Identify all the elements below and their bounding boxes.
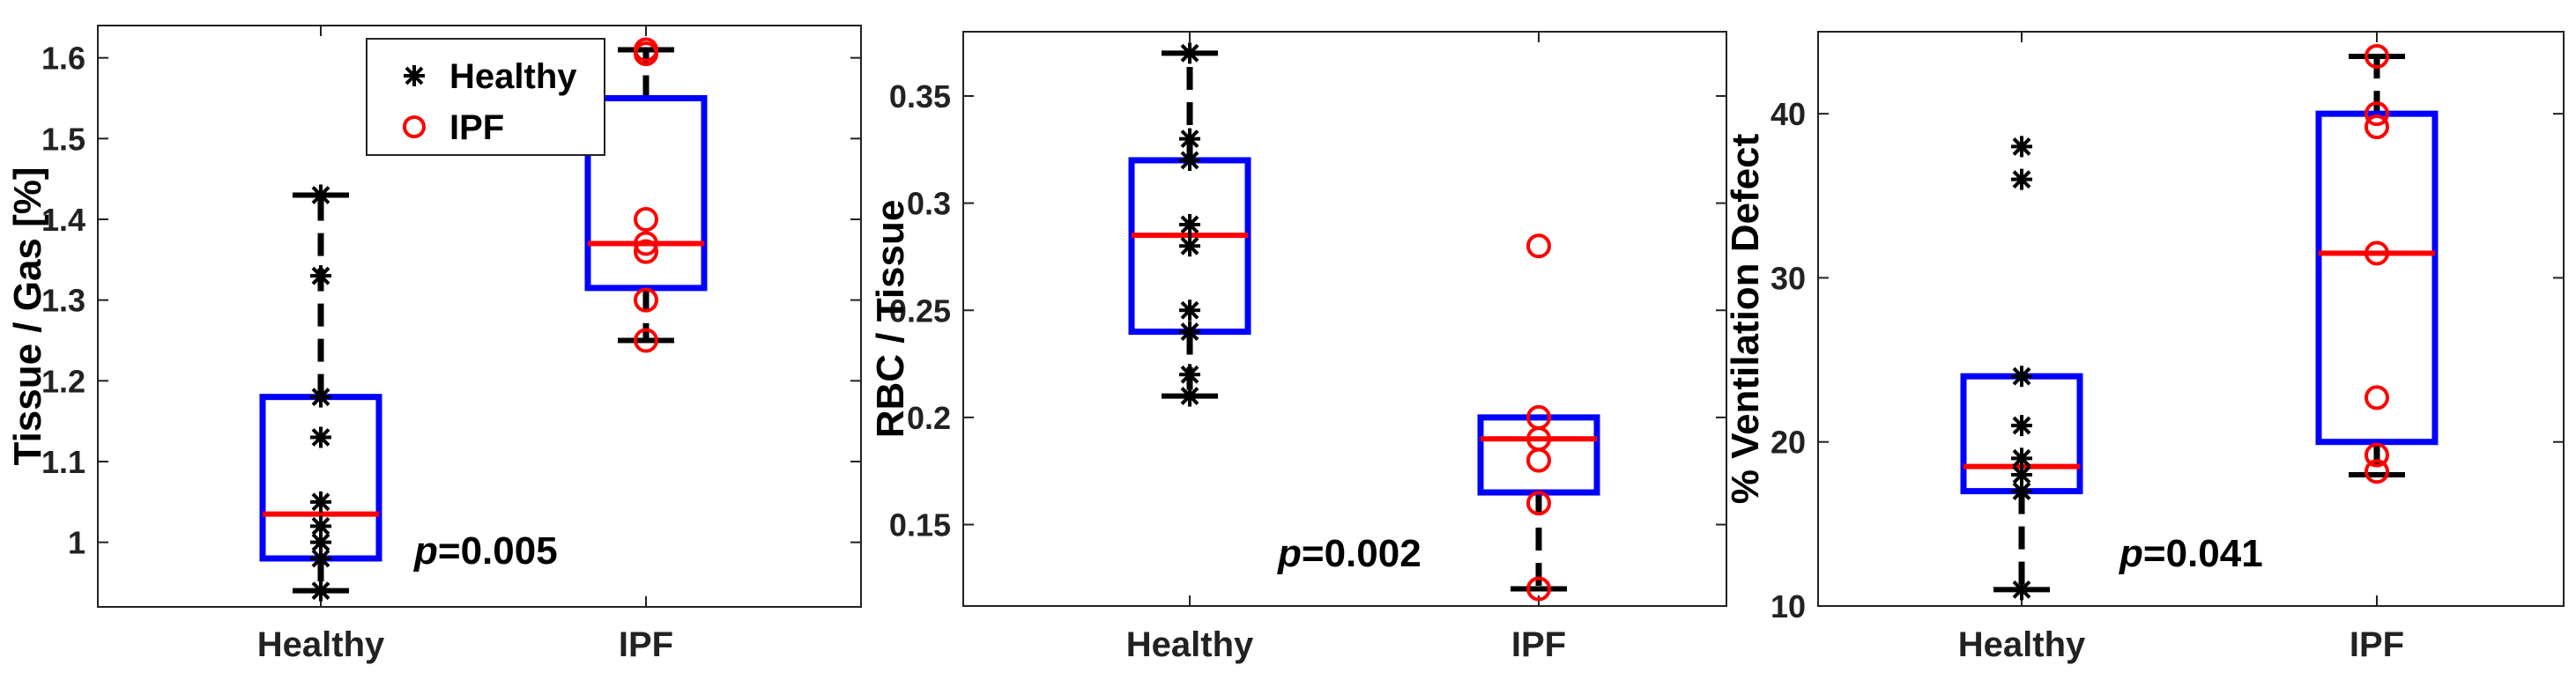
p-value-annotation: p=0.002 bbox=[1277, 532, 1422, 575]
healthy-point bbox=[310, 426, 331, 448]
ipf-point bbox=[634, 239, 658, 264]
ipf-point bbox=[2364, 43, 2389, 69]
healthy-point bbox=[1179, 321, 1200, 343]
healthy-point bbox=[2011, 168, 2032, 190]
healthy-point bbox=[1179, 385, 1200, 407]
box-iqr bbox=[2315, 110, 2439, 446]
plot-marks: 1 1.1 1.2 1.3 1.4 1.5 1.6 bbox=[41, 26, 861, 607]
y-tick-label: 30 bbox=[1771, 260, 1806, 296]
ipf-point bbox=[2364, 240, 2389, 266]
y-tick-label: 1.1 bbox=[41, 444, 85, 480]
ipf-point bbox=[2364, 442, 2389, 468]
y-tick-label: 20 bbox=[1771, 425, 1806, 461]
healthy-point bbox=[310, 580, 331, 602]
p-value-text: =0.041 bbox=[2143, 532, 2263, 575]
ipf-point bbox=[634, 328, 658, 353]
plot-marks: 10 20 30 40 bbox=[1771, 32, 2564, 625]
ipf-point bbox=[1526, 576, 1551, 602]
ipf-point bbox=[634, 207, 658, 232]
y-axis-label: Tissue / Gas [%] bbox=[6, 166, 49, 465]
p-value-text: =0.002 bbox=[1302, 532, 1422, 575]
plot-frame bbox=[1817, 31, 2565, 607]
ipf-point bbox=[2364, 101, 2389, 127]
x-tick-label-ipf: IPF bbox=[2350, 625, 2404, 664]
healthy-point bbox=[1179, 128, 1200, 150]
healthy-point bbox=[310, 265, 331, 287]
y-axis-label: RBC / Tissue bbox=[869, 200, 912, 439]
p-value-annotation: p=0.041 bbox=[2119, 532, 2263, 575]
p-symbol: p bbox=[413, 529, 438, 573]
y-tick-label: 0.25 bbox=[889, 292, 951, 329]
y-tick-label: 1 bbox=[68, 525, 85, 561]
y-tick-label: 0.3 bbox=[907, 186, 951, 222]
y-tick-label: 1.6 bbox=[41, 41, 85, 77]
y-tick-label: 1.5 bbox=[41, 121, 85, 157]
y-axis-label: % Ventilation Defect bbox=[1724, 133, 1767, 504]
ipf-point bbox=[634, 41, 658, 67]
y-tick-label: 1.3 bbox=[41, 283, 85, 319]
healthy-point bbox=[2011, 480, 2032, 502]
healthy-point bbox=[2011, 579, 2032, 601]
healthy-point bbox=[2011, 447, 2032, 469]
healthy-point bbox=[2011, 136, 2032, 158]
healthy-point bbox=[1179, 235, 1200, 257]
healthy-point bbox=[310, 548, 331, 569]
ipf-point bbox=[634, 231, 658, 256]
legend-marker-ipf bbox=[403, 115, 426, 138]
healthy-point bbox=[2011, 415, 2032, 437]
y-tick-label: 1.2 bbox=[41, 363, 85, 399]
p-symbol: p bbox=[1277, 532, 1302, 575]
healthy-point bbox=[1179, 213, 1200, 235]
ipf-point bbox=[634, 287, 658, 313]
panel-rbc-tissue: 0.150.20.250.30.35 RBC / Tissue Healthy … bbox=[869, 31, 1727, 664]
y-tick-label: 0.15 bbox=[889, 507, 951, 543]
plot-frame bbox=[962, 31, 1727, 607]
healthy-point bbox=[1179, 364, 1200, 386]
y-tick-label: 0.35 bbox=[889, 78, 951, 115]
legend-box bbox=[366, 38, 605, 156]
x-tick-label-healthy: Healthy bbox=[1126, 625, 1254, 664]
ipf-point bbox=[2364, 115, 2389, 140]
healthy-point bbox=[310, 184, 331, 206]
plot-marks: 0.15 0.2 0.25 0.3 0.35 bbox=[889, 32, 1726, 606]
y-tick-label: 0.2 bbox=[907, 400, 951, 436]
healthy-point bbox=[310, 491, 331, 513]
y-tick-label: 40 bbox=[1771, 96, 1806, 132]
p-value-text: =0.005 bbox=[438, 529, 558, 573]
p-symbol: p bbox=[2119, 532, 2143, 575]
ipf-point bbox=[1526, 447, 1551, 473]
healthy-point bbox=[2011, 463, 2032, 485]
legend-marker-healthy bbox=[404, 65, 425, 86]
legend: Healthy IPF bbox=[366, 38, 605, 156]
x-tick-label-ipf: IPF bbox=[1511, 625, 1566, 664]
ipf-point bbox=[2364, 459, 2389, 484]
p-value-annotation: p=0.005 bbox=[413, 529, 558, 573]
healthy-point bbox=[1179, 42, 1200, 64]
healthy-point bbox=[2011, 366, 2032, 388]
healthy-point bbox=[1179, 149, 1200, 171]
legend-label-healthy: Healthy bbox=[449, 57, 577, 96]
ipf-point bbox=[1526, 491, 1551, 516]
healthy-point bbox=[310, 531, 331, 553]
panel-tissue-gas: 1 1.1 1.2 1.3 1.4 1.5 1.6 Tissue / Gas [%] Hea… bbox=[6, 25, 862, 664]
y-tick-label: 10 bbox=[1771, 588, 1806, 625]
ipf-point bbox=[1526, 233, 1551, 259]
ipf-point bbox=[2364, 385, 2389, 410]
healthy-point bbox=[1179, 299, 1200, 322]
x-tick-label-ipf: IPF bbox=[619, 625, 673, 664]
y-tick-label: 1.4 bbox=[41, 202, 85, 238]
panel-ventilation-defect: 10 20 30 40 % Ventilation Defect Healthy IP… bbox=[1724, 31, 2565, 664]
x-tick-label-healthy: Healthy bbox=[1958, 625, 2086, 664]
healthy-point bbox=[310, 386, 331, 408]
healthy-point bbox=[310, 515, 331, 537]
x-tick-label-healthy: Healthy bbox=[257, 625, 385, 664]
legend-label-ipf: IPF bbox=[449, 108, 504, 147]
